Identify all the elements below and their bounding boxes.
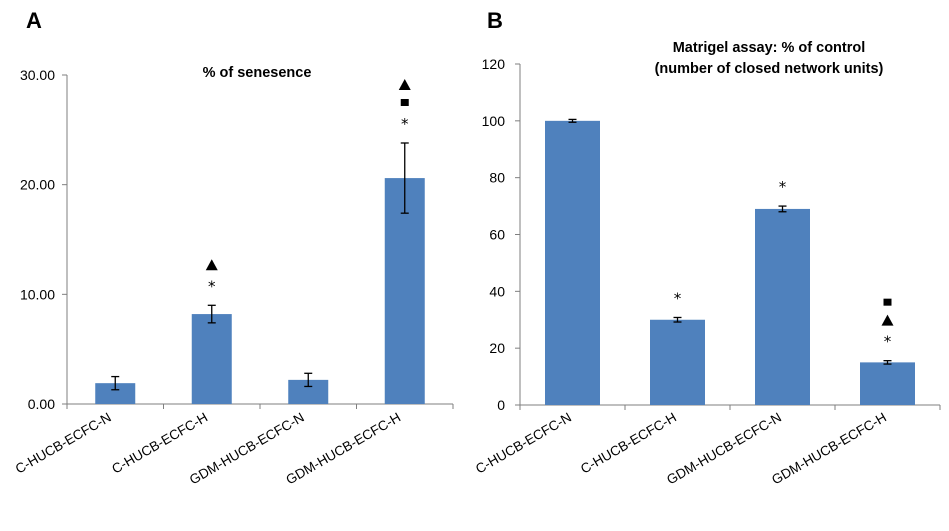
panel-b: B Matrigel assay: % of control (number o…	[473, 8, 941, 488]
significance-square-icon	[883, 298, 892, 306]
chart-b-y-ticks: 0 20 40 60 80 100 120	[482, 56, 941, 413]
significance-asterisk-icon: *	[779, 178, 787, 196]
significance-asterisk-icon: *	[208, 277, 216, 295]
chart-a-bar	[95, 383, 136, 404]
panel-letter-b: B	[487, 8, 503, 33]
chart-b-title-line-2: (number of closed network units)	[655, 61, 884, 77]
chart-b-bar	[650, 319, 705, 405]
chart-a-category-labels: C-HUCB-ECFC-NC-HUCB-ECFC-HGDM-HUCB-ECFC-…	[13, 410, 404, 488]
chart-a-bar	[384, 178, 425, 404]
chart-a-category-label: C-HUCB-ECFC-N	[13, 410, 114, 477]
chart-a-category-label: C-HUCB-ECFC-H	[109, 410, 210, 477]
chart-a-title: % of senesence	[203, 65, 312, 81]
chart-b-title-line-1: Matrigel assay: % of control	[673, 40, 866, 56]
chart-b-category-label: C-HUCB-ECFC-H	[578, 410, 679, 477]
panel-letter-a: A	[26, 8, 42, 33]
significance-asterisk-icon: *	[674, 289, 682, 307]
significance-square-icon	[400, 98, 409, 106]
chart-a-y-tick-label: 20.00	[20, 177, 55, 193]
significance-triangle-icon	[398, 78, 411, 90]
chart-a-y-tick-label: 30.00	[20, 67, 55, 83]
chart-a-y-tick-label: 0.00	[28, 396, 55, 412]
chart-b-bar	[860, 362, 915, 405]
chart-a-bar	[191, 314, 232, 404]
significance-asterisk-icon: *	[401, 115, 409, 133]
chart-b-category-label: GDM-HUCB-ECFC-H	[769, 410, 889, 488]
chart-b-category-label: GDM-HUCB-ECFC-N	[664, 410, 784, 488]
chart-b-y-tick-label: 120	[482, 56, 506, 72]
significance-asterisk-icon: *	[884, 333, 892, 351]
chart-a-bars: **	[95, 78, 425, 404]
significance-triangle-icon	[205, 259, 218, 271]
chart-b-category-labels: C-HUCB-ECFC-N C-HUCB-ECFC-HGDM-HUCB-ECFC-…	[473, 410, 889, 488]
chart-b-bar	[755, 208, 810, 405]
chart-b-bars: * * *	[545, 118, 915, 405]
significance-triangle-icon	[881, 314, 894, 326]
chart-a-y-ticks: 0.00 10.00 20.00 30.00	[20, 67, 454, 412]
chart-b-bar	[545, 120, 600, 405]
chart-b-y-tick-label: 80	[489, 170, 505, 186]
chart-b-y-tick-label: 60	[489, 227, 505, 243]
chart-b-y-tick-label: 40	[489, 283, 505, 299]
chart-b-category-label: C-HUCB-ECFC-N	[473, 410, 574, 477]
chart-a-y-tick-label: 10.00	[20, 286, 55, 302]
chart-b-y-tick-label: 0	[497, 397, 505, 413]
chart-b-y-tick-label: 20	[489, 340, 505, 356]
chart-b-y-tick-label: 100	[482, 113, 506, 129]
